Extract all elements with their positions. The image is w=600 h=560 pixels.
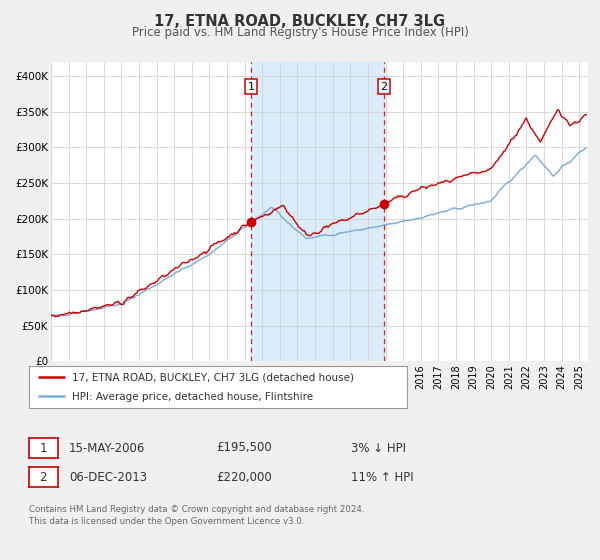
Text: 17, ETNA ROAD, BUCKLEY, CH7 3LG (detached house): 17, ETNA ROAD, BUCKLEY, CH7 3LG (detache… <box>72 373 354 383</box>
Text: Contains HM Land Registry data © Crown copyright and database right 2024.: Contains HM Land Registry data © Crown c… <box>29 505 364 514</box>
Text: 11% ↑ HPI: 11% ↑ HPI <box>351 470 413 484</box>
Text: 06-DEC-2013: 06-DEC-2013 <box>69 470 147 484</box>
Text: This data is licensed under the Open Government Licence v3.0.: This data is licensed under the Open Gov… <box>29 517 304 526</box>
Text: 2: 2 <box>40 470 47 484</box>
Text: 2: 2 <box>380 82 388 92</box>
Text: HPI: Average price, detached house, Flintshire: HPI: Average price, detached house, Flin… <box>72 392 313 402</box>
Text: 15-MAY-2006: 15-MAY-2006 <box>69 441 145 455</box>
Text: Price paid vs. HM Land Registry's House Price Index (HPI): Price paid vs. HM Land Registry's House … <box>131 26 469 39</box>
Text: £195,500: £195,500 <box>216 441 272 455</box>
Bar <box>251 62 384 361</box>
Text: 1: 1 <box>248 82 254 92</box>
Text: £220,000: £220,000 <box>216 470 272 484</box>
Text: 17, ETNA ROAD, BUCKLEY, CH7 3LG: 17, ETNA ROAD, BUCKLEY, CH7 3LG <box>154 14 446 29</box>
Text: 1: 1 <box>40 441 47 455</box>
Text: 3% ↓ HPI: 3% ↓ HPI <box>351 441 406 455</box>
